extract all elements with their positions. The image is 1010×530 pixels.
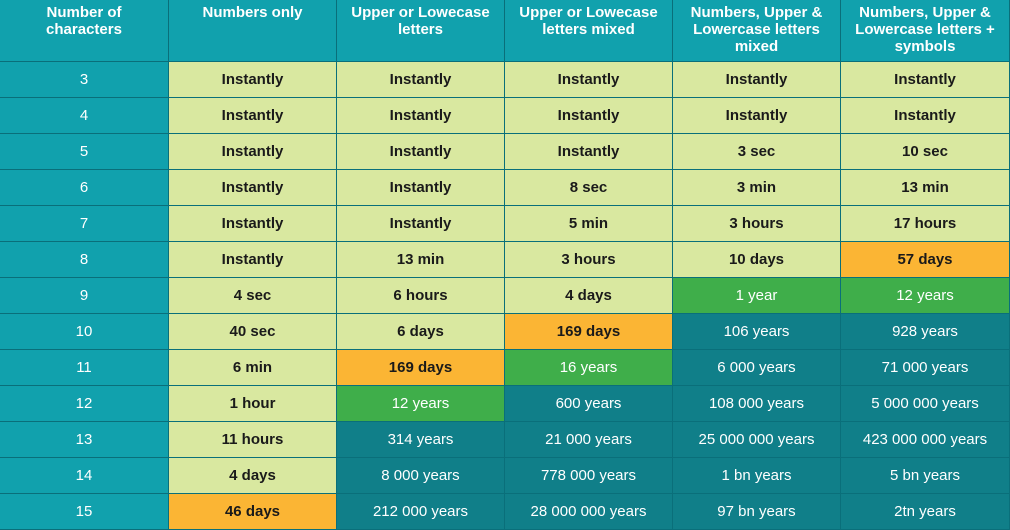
crack-time-cell: Instantly — [673, 62, 841, 98]
crack-time-cell: Instantly — [169, 98, 337, 134]
crack-time-cell: 5 bn years — [841, 458, 1010, 494]
crack-time-cell: 2tn years — [841, 494, 1010, 530]
row-label-characters: 11 — [0, 350, 169, 386]
crack-time-cell: 13 min — [841, 170, 1010, 206]
crack-time-cell: Instantly — [169, 242, 337, 278]
crack-time-cell: 13 min — [337, 242, 505, 278]
crack-time-cell: 928 years — [841, 314, 1010, 350]
row-label-characters: 15 — [0, 494, 169, 530]
column-header: Numbers, Upper & Lowercase letters mixed — [673, 0, 841, 62]
crack-time-cell: 3 hours — [673, 206, 841, 242]
row-label-characters: 10 — [0, 314, 169, 350]
crack-time-cell: 17 hours — [841, 206, 1010, 242]
crack-time-cell: 8 sec — [505, 170, 673, 206]
row-label-characters: 9 — [0, 278, 169, 314]
crack-time-cell: Instantly — [841, 98, 1010, 134]
crack-time-cell: Instantly — [505, 98, 673, 134]
crack-time-cell: 10 days — [673, 242, 841, 278]
crack-time-cell: 16 years — [505, 350, 673, 386]
crack-time-cell: 6 days — [337, 314, 505, 350]
crack-time-cell: 11 hours — [169, 422, 337, 458]
crack-time-cell: 423 000 000 years — [841, 422, 1010, 458]
crack-time-cell: 10 sec — [841, 134, 1010, 170]
crack-time-cell: 21 000 years — [505, 422, 673, 458]
crack-time-cell: 169 days — [505, 314, 673, 350]
crack-time-cell: Instantly — [505, 62, 673, 98]
crack-time-cell: Instantly — [337, 170, 505, 206]
crack-time-cell: 3 hours — [505, 242, 673, 278]
crack-time-cell: 40 sec — [169, 314, 337, 350]
column-header: Number of characters — [0, 0, 169, 62]
crack-time-cell: 169 days — [337, 350, 505, 386]
row-label-characters: 12 — [0, 386, 169, 422]
crack-time-cell: Instantly — [337, 98, 505, 134]
crack-time-cell: 3 min — [673, 170, 841, 206]
crack-time-cell: 71 000 years — [841, 350, 1010, 386]
crack-time-cell: Instantly — [841, 62, 1010, 98]
crack-time-cell: 3 sec — [673, 134, 841, 170]
crack-time-cell: 1 hour — [169, 386, 337, 422]
row-label-characters: 6 — [0, 170, 169, 206]
crack-time-cell: 314 years — [337, 422, 505, 458]
crack-time-cell: Instantly — [169, 62, 337, 98]
row-label-characters: 13 — [0, 422, 169, 458]
row-label-characters: 8 — [0, 242, 169, 278]
crack-time-cell: 28 000 000 years — [505, 494, 673, 530]
crack-time-cell: 212 000 years — [337, 494, 505, 530]
crack-time-cell: Instantly — [673, 98, 841, 134]
crack-time-cell: Instantly — [337, 62, 505, 98]
crack-time-cell: 8 000 years — [337, 458, 505, 494]
crack-time-cell: 4 sec — [169, 278, 337, 314]
crack-time-cell: 1 year — [673, 278, 841, 314]
crack-time-cell: 57 days — [841, 242, 1010, 278]
crack-time-cell: Instantly — [169, 170, 337, 206]
crack-time-cell: 6 min — [169, 350, 337, 386]
crack-time-cell: 12 years — [841, 278, 1010, 314]
crack-time-cell: Instantly — [337, 206, 505, 242]
row-label-characters: 3 — [0, 62, 169, 98]
crack-time-cell: 25 000 000 years — [673, 422, 841, 458]
row-label-characters: 14 — [0, 458, 169, 494]
crack-time-cell: 108 000 years — [673, 386, 841, 422]
column-header: Upper or Lowecase letters — [337, 0, 505, 62]
column-header: Numbers, Upper & Lowercase letters + sym… — [841, 0, 1010, 62]
crack-time-cell: Instantly — [337, 134, 505, 170]
column-header: Numbers only — [169, 0, 337, 62]
crack-time-cell: 5 000 000 years — [841, 386, 1010, 422]
crack-time-cell: 1 bn years — [673, 458, 841, 494]
crack-time-cell: 97 bn years — [673, 494, 841, 530]
crack-time-cell: 4 days — [169, 458, 337, 494]
row-label-characters: 4 — [0, 98, 169, 134]
row-label-characters: 5 — [0, 134, 169, 170]
crack-time-cell: 778 000 years — [505, 458, 673, 494]
crack-time-cell: 5 min — [505, 206, 673, 242]
crack-time-cell: Instantly — [505, 134, 673, 170]
crack-time-cell: 46 days — [169, 494, 337, 530]
crack-time-cell: 600 years — [505, 386, 673, 422]
column-header: Upper or Lowecase letters mixed — [505, 0, 673, 62]
crack-time-cell: 6 000 years — [673, 350, 841, 386]
crack-time-cell: 4 days — [505, 278, 673, 314]
crack-time-cell: Instantly — [169, 134, 337, 170]
crack-time-cell: 6 hours — [337, 278, 505, 314]
crack-time-cell: 106 years — [673, 314, 841, 350]
row-label-characters: 7 — [0, 206, 169, 242]
crack-time-cell: Instantly — [169, 206, 337, 242]
crack-time-cell: 12 years — [337, 386, 505, 422]
